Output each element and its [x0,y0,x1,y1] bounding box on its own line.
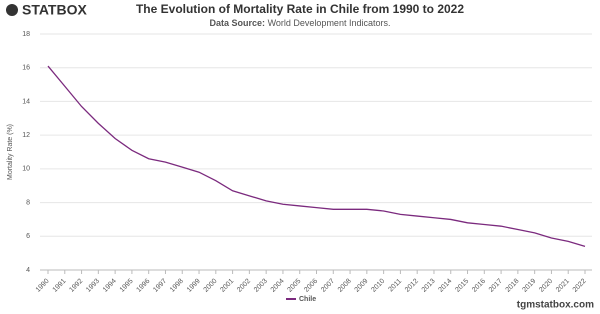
x-tick-label: 2002 [236,278,252,294]
footer: tgmstatbox.com [517,300,594,311]
line [47,65,586,248]
x-tick-label: 2015 [454,278,470,294]
y-tick-label: 16 [22,65,30,72]
logo-icon [6,4,18,16]
subtitle: Data Source: World Development Indicator… [210,18,391,28]
x-tick-label: 2019 [521,278,537,294]
x-tick-label: 1999 [186,278,202,294]
x-tick-label: 2001 [219,278,235,294]
x-tick-label: 2010 [370,278,386,294]
x-tick-label: 2017 [488,278,504,294]
x-tick-label: 1991 [52,278,68,294]
y-tick-label: 10 [22,166,30,173]
logo: STATBOX [6,2,87,18]
chart-title: The Evolution of Mortality Rate in Chile… [136,2,464,16]
x-tick-label: 2009 [354,278,370,294]
x-tick-label: 2022 [572,278,588,294]
y-tick-label: 18 [22,31,30,38]
x-tick-label: 2016 [471,278,487,294]
x-tick-label: 1994 [102,278,118,294]
brand: STATBOX [22,2,87,18]
x-tick-label: 1996 [135,278,151,294]
y-tick-label: 12 [22,132,30,139]
x-tick-label: 1993 [85,278,101,294]
y-tick-label: 6 [26,233,30,240]
x-tick-label: 1997 [152,278,168,294]
x-tick-label: 2014 [438,278,454,294]
x-tick-label: 2021 [555,278,571,294]
y-tick-label: 8 [26,199,30,206]
y-axis-label: Mortality Rate (%) [7,124,14,180]
x-tick-label: 2011 [388,278,404,294]
x-tick-label: 2008 [337,278,353,294]
x-tick-label: 2020 [538,278,554,294]
x-tick-label: 2005 [286,278,302,294]
x-tick-label: 1992 [68,278,84,294]
x-tick-label: 2012 [404,278,420,294]
legend-label: Chile [299,296,316,303]
x-tick-label: 2003 [253,278,269,294]
x-tick-label: 2004 [270,278,286,294]
subtitle-label: Data Source: [210,18,266,28]
x-tick-label: 1995 [119,278,135,294]
y-tick-label: 4 [26,267,30,274]
subtitle-text: World Development Indicators. [268,18,391,28]
x-tick-label: 2006 [303,278,319,294]
x-tick-label: 2018 [505,278,521,294]
y-tick-label: 14 [22,98,30,105]
x-tick-label: 2013 [421,278,437,294]
x-tick-label: 2000 [203,278,219,294]
x-tick-label: 1990 [35,278,51,294]
x-tick-label: 2007 [320,278,336,294]
x-tick-label: 1998 [169,278,185,294]
